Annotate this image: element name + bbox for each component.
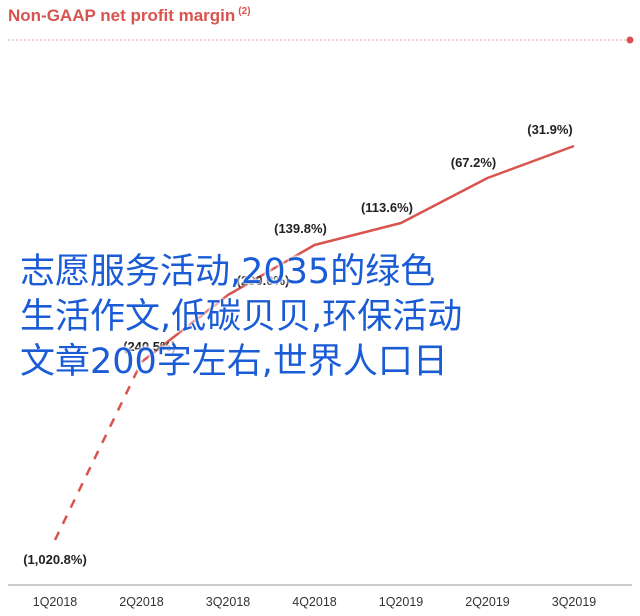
x-tick-3Q2018: 3Q2018 (206, 595, 251, 609)
chart-title-text: Non-GAAP net profit margin (8, 6, 236, 25)
line-segment-dashed (53, 361, 143, 541)
overlay-line-3: 文章200字左右,世界人口日 (20, 342, 448, 382)
data-label-3Q2019: (31.9%) (527, 122, 573, 137)
x-tick-4Q2018: 4Q2018 (292, 595, 337, 609)
data-label-1Q2018: (1,020.8%) (23, 552, 87, 567)
overlay-line-1: 志愿服务活动,2035的绿色 (20, 252, 436, 292)
chart-title: Non-GAAP net profit margin (2) (8, 6, 251, 26)
overlay-line-2: 生活作文,低碳贝贝,环保活动 (20, 297, 463, 337)
line-series-solid (140, 144, 575, 363)
x-tick-2Q2018: 2Q2018 (119, 595, 164, 609)
data-label-2Q2018: (240.5%) (123, 339, 176, 354)
overlay-caption: 志愿服务活动,2035的绿色 生活作文,低碳贝贝,环保活动 文章200字左右,世… (20, 250, 580, 385)
x-tick-1Q2019: 1Q2019 (379, 595, 424, 609)
data-label-1Q2019: (113.6%) (361, 200, 413, 215)
data-label-2Q2019: (67.2%) (451, 155, 497, 170)
x-tick-2Q2019: 2Q2019 (465, 595, 510, 609)
chart-title-footnote: (2) (238, 6, 251, 17)
data-label-4Q2018: (139.8%) (274, 221, 327, 236)
data-label-3Q2018: (200.0%) (237, 273, 290, 288)
title-rule-end-dot (626, 36, 634, 44)
x-tick-1Q2018: 1Q2018 (33, 595, 78, 609)
x-tick-3Q2019: 3Q2019 (552, 595, 597, 609)
